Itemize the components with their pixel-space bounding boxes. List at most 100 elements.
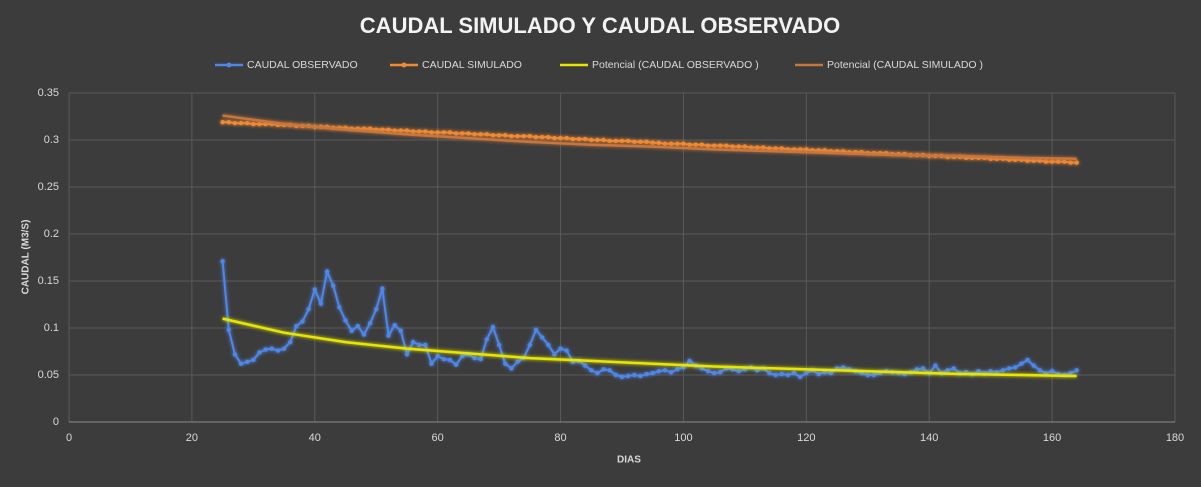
data-point [779, 371, 784, 377]
data-point [625, 138, 631, 144]
data-point [552, 135, 557, 141]
data-point [1043, 159, 1049, 164]
data-point [1062, 159, 1067, 164]
data-point [275, 348, 281, 353]
data-point [503, 133, 508, 138]
data-point [269, 346, 274, 351]
data-point [300, 319, 305, 324]
data-point [380, 127, 385, 132]
data-point [1056, 159, 1061, 164]
data-point [736, 369, 741, 374]
data-point [1074, 368, 1079, 373]
data-point [675, 367, 680, 372]
data-point [1025, 357, 1030, 363]
data-point [539, 335, 545, 340]
data-point [582, 363, 588, 368]
data-point [503, 361, 508, 366]
data-point [601, 367, 606, 372]
data-point [773, 146, 778, 151]
data-point [478, 132, 483, 137]
data-point [779, 146, 784, 151]
data-point [564, 348, 569, 353]
data-point [632, 372, 637, 378]
data-point [435, 354, 440, 359]
data-point [668, 369, 674, 375]
data-point [619, 138, 625, 144]
data-point [976, 369, 981, 374]
data-point [460, 354, 465, 359]
data-point [699, 366, 705, 371]
data-point [244, 359, 250, 365]
data-point [509, 366, 514, 371]
data-point [797, 374, 803, 380]
data-point [693, 142, 698, 147]
data-point [398, 128, 403, 133]
data-point [226, 119, 231, 125]
data-point [515, 359, 520, 365]
data-point [355, 323, 360, 329]
data-point [349, 328, 354, 334]
chart-title: CAUDAL SIMULADO Y CAUDAL OBSERVADO [360, 13, 840, 38]
data-point [865, 372, 870, 378]
y-tick-label: 0.25 [38, 181, 59, 193]
data-point [632, 139, 637, 145]
x-tick-label: 160 [1043, 432, 1061, 444]
data-point [619, 374, 625, 380]
data-point [466, 131, 471, 136]
data-point [644, 139, 649, 145]
data-point [367, 321, 373, 326]
data-point [1025, 158, 1030, 163]
data-point [675, 141, 680, 146]
y-tick-label: 0.2 [44, 228, 59, 240]
data-point [533, 327, 539, 333]
data-point [828, 370, 834, 376]
data-point [312, 287, 317, 292]
data-point [539, 134, 545, 140]
data-point [441, 130, 447, 135]
data-point [1049, 159, 1055, 164]
data-point [521, 134, 526, 139]
data-point [257, 121, 262, 127]
data-point [841, 365, 846, 370]
data-point [423, 342, 428, 348]
data-point [564, 135, 569, 141]
data-point [244, 120, 250, 126]
data-point [613, 138, 619, 144]
data-point [871, 372, 877, 378]
data-point [472, 355, 477, 361]
y-tick-label: 0.3 [44, 134, 59, 146]
data-point [1049, 369, 1055, 374]
data-point [773, 372, 778, 378]
y-tick-label: 0.15 [38, 275, 59, 287]
data-point [576, 136, 582, 142]
data-point [472, 132, 477, 137]
data-point [625, 373, 631, 379]
data-point [404, 128, 410, 133]
data-point [558, 135, 563, 141]
data-point [546, 134, 551, 140]
series [222, 114, 1077, 161]
data-point [662, 368, 668, 373]
data-point [527, 134, 533, 139]
data-point [711, 143, 717, 148]
legend-label: CAUDAL SIMULADO [422, 59, 522, 71]
x-tick-label: 180 [1166, 432, 1184, 444]
y-tick-label: 0.1 [44, 322, 59, 334]
data-point [761, 145, 766, 150]
legend-marker [401, 62, 407, 68]
x-tick-label: 20 [186, 432, 198, 444]
data-point [238, 361, 244, 366]
x-tick-label: 60 [432, 432, 444, 444]
data-point [546, 342, 551, 348]
series-line [222, 317, 1077, 378]
data-point [804, 147, 809, 152]
data-point [281, 346, 287, 351]
series [222, 317, 1077, 378]
data-point [490, 133, 496, 138]
data-point [650, 370, 655, 376]
data-point [785, 372, 791, 378]
data-point [220, 119, 225, 125]
y-tick-label: 0.05 [38, 369, 59, 381]
